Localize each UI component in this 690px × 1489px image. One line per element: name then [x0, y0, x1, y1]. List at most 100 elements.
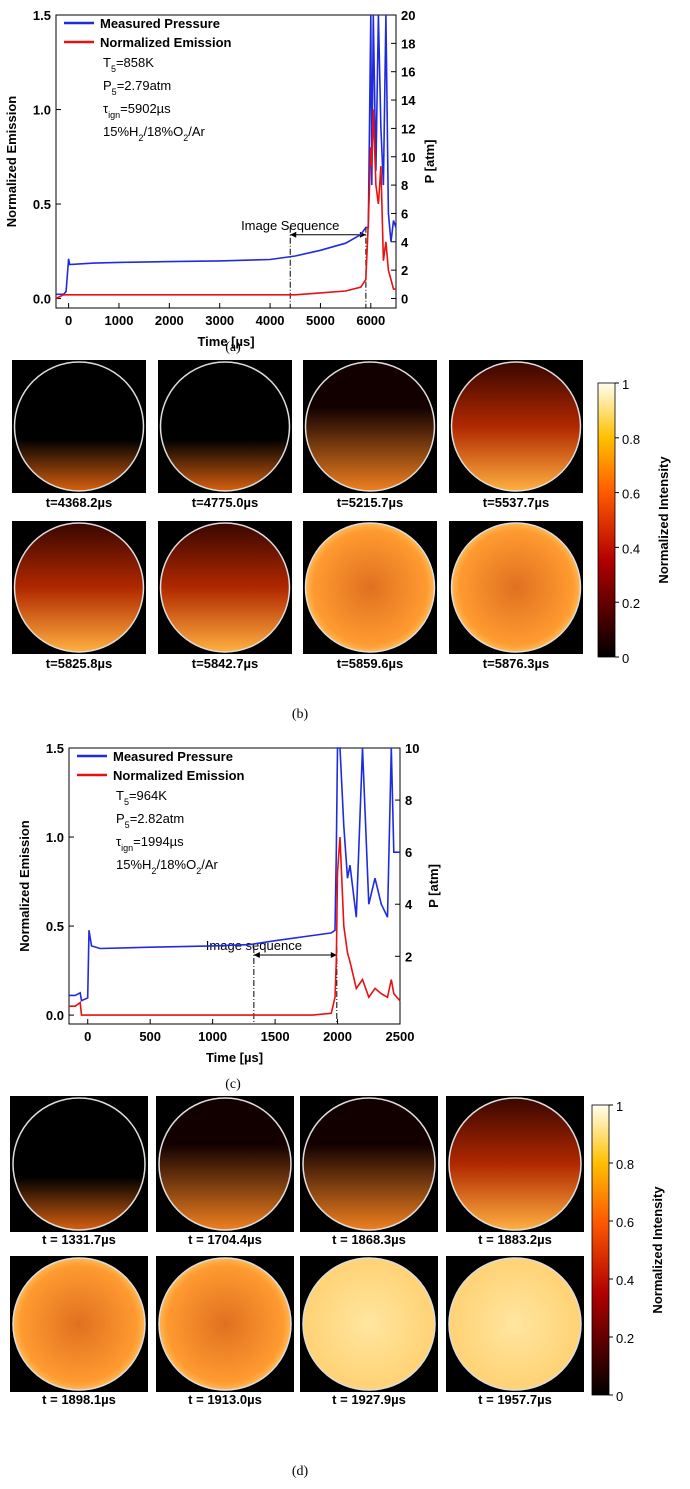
colorbar-tick-label: 0.6	[616, 1215, 634, 1230]
condition-part: ign	[108, 110, 120, 120]
condition-part: /Ar	[201, 857, 218, 872]
series-line	[69, 836, 401, 1016]
image-caption: t=5859.6µs	[337, 656, 403, 671]
image-caption: t=5537.7µs	[483, 495, 549, 510]
x-tick-label: 500	[139, 1029, 161, 1044]
condition-part: =964K	[129, 788, 167, 803]
condition-part: τ	[116, 834, 122, 849]
colorbar-tick-label: 1	[616, 1099, 623, 1114]
legend-label: Measured Pressure	[100, 16, 220, 31]
image-caption: t=5215.7µs	[337, 495, 403, 510]
colorbar-tick-label: 0.8	[622, 432, 640, 447]
y2-tick-label: 2	[401, 263, 408, 278]
condition-part: 2	[183, 133, 188, 143]
condition: T5=858K	[103, 55, 154, 74]
image-field	[158, 1257, 292, 1391]
image-caption: t = 1913.0µs	[188, 1392, 262, 1407]
y2-tick-label: 12	[401, 121, 415, 136]
y-tick-label: 0.0	[33, 292, 51, 307]
condition: τign=1994µs	[116, 834, 184, 853]
condition-part: τ	[103, 101, 109, 116]
y2-tick-label: 10	[405, 741, 419, 756]
condition: P5=2.82atm	[116, 811, 184, 830]
y2-tick-label: 16	[401, 65, 415, 80]
caption: (d)	[292, 1464, 309, 1479]
caption: (a)	[225, 340, 241, 355]
y2-tick-label: 4	[401, 235, 409, 250]
x-tick-label: 1000	[198, 1029, 227, 1044]
legend-label: Normalized Emission	[113, 768, 245, 783]
series-line	[55, 109, 396, 300]
x-axis-label: Time [µs]	[197, 334, 254, 349]
condition: T5=964K	[116, 788, 167, 807]
image-field	[12, 1097, 146, 1231]
sequence-label: Image sequence	[206, 938, 302, 953]
y2-tick-label: 0	[401, 292, 408, 307]
image-field	[159, 361, 291, 492]
colorbar-tick-label: 0.4	[622, 541, 640, 556]
image-caption: t=5825.8µs	[46, 656, 112, 671]
condition-part: T	[116, 788, 124, 803]
image-caption: t = 1704.4µs	[188, 1232, 262, 1247]
image-field	[448, 1097, 582, 1231]
image-caption: t=4368.2µs	[46, 495, 112, 510]
image-caption: t = 1957.7µs	[478, 1392, 552, 1407]
colorbar	[597, 382, 616, 658]
condition-part: 15%H	[116, 857, 151, 872]
y-tick-label: 1.0	[33, 103, 51, 118]
y2-tick-label: 18	[401, 36, 415, 51]
y2-tick-label: 10	[401, 150, 415, 165]
condition-part: 5	[125, 820, 130, 830]
x-tick-label: 2000	[155, 313, 184, 328]
image-field	[13, 361, 145, 492]
condition-part: /Ar	[188, 124, 205, 139]
x-tick-label: 4000	[256, 313, 285, 328]
image-caption: t=5842.7µs	[192, 656, 258, 671]
y-axis-label: Normalized Emission	[17, 820, 32, 952]
image-field	[304, 522, 436, 653]
colorbar-tick-label: 0	[622, 651, 629, 666]
sequence-label: Image Sequence	[241, 218, 339, 233]
legend-label: Measured Pressure	[113, 749, 233, 764]
image-caption: t=5876.3µs	[483, 656, 549, 671]
condition-part: 2	[196, 866, 201, 876]
y-tick-label: 0.0	[46, 1008, 64, 1023]
y-tick-label: 0.5	[33, 197, 51, 212]
condition: 15%H2/18%O2/Ar	[116, 857, 218, 876]
x-tick-label: 0	[65, 313, 72, 328]
image-field	[158, 1097, 292, 1231]
condition-part: =2.82atm	[130, 811, 185, 826]
colorbar	[591, 1104, 610, 1396]
y-tick-label: 1.0	[46, 830, 64, 845]
x-tick-label: 1500	[261, 1029, 290, 1044]
image-field	[448, 1257, 582, 1391]
colorbar-tick-label: 0.6	[622, 487, 640, 502]
colorbar-tick-label: 0.2	[616, 1331, 634, 1346]
image-caption: t = 1331.7µs	[42, 1232, 116, 1247]
condition-part: 15%H	[103, 124, 138, 139]
image-field	[13, 522, 145, 653]
image-caption: t=4775.0µs	[192, 495, 258, 510]
image-caption: t = 1868.3µs	[332, 1232, 406, 1247]
condition-part: =2.79atm	[117, 78, 172, 93]
condition-part: 2	[138, 133, 143, 143]
condition-part: =858K	[116, 55, 154, 70]
y2-tick-label: 14	[401, 93, 416, 108]
condition-part: 5	[124, 797, 129, 807]
colorbar-tick-label: 0	[616, 1389, 623, 1404]
y-tick-label: 1.5	[33, 8, 51, 23]
image-field	[450, 361, 582, 492]
condition: 15%H2/18%O2/Ar	[103, 124, 205, 143]
y2-tick-label: 8	[401, 178, 408, 193]
condition-part: =5902µs	[120, 101, 171, 116]
image-caption: t = 1883.2µs	[478, 1232, 552, 1247]
condition-part: 5	[111, 64, 116, 74]
image-caption: t = 1927.9µs	[332, 1392, 406, 1407]
legend-label: Normalized Emission	[100, 35, 232, 50]
image-caption: t = 1898.1µs	[42, 1392, 116, 1407]
y-tick-label: 0.5	[46, 919, 64, 934]
condition-part: T	[103, 55, 111, 70]
y2-axis-label: P [atm]	[422, 140, 437, 184]
x-tick-label: 1000	[105, 313, 134, 328]
colorbar-tick-label: 0.4	[616, 1273, 634, 1288]
